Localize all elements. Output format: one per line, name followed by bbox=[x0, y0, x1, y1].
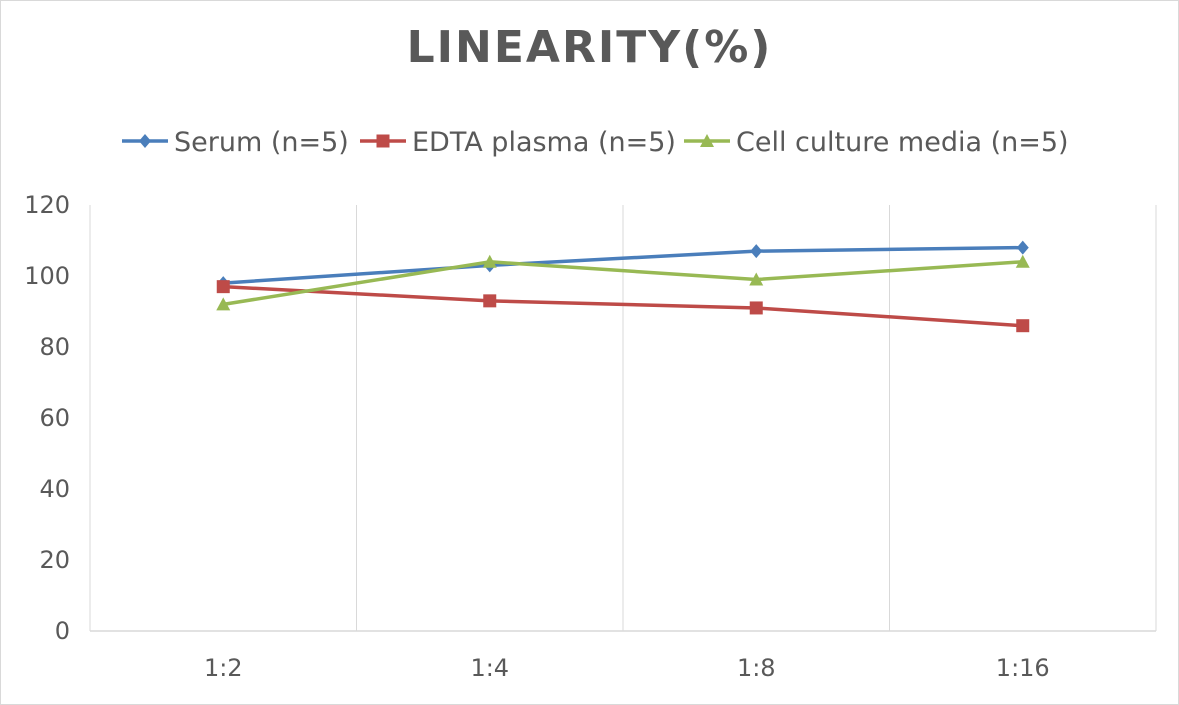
square-marker bbox=[749, 301, 763, 315]
x-tick-label: 1:4 bbox=[470, 654, 509, 682]
series-1 bbox=[216, 280, 1030, 333]
series-line bbox=[223, 245, 1023, 285]
square-marker bbox=[376, 134, 390, 148]
square-marker bbox=[483, 294, 497, 308]
legend-label: EDTA plasma (n=5) bbox=[412, 127, 676, 158]
triangle-marker bbox=[216, 297, 231, 311]
series-line bbox=[223, 284, 1023, 328]
legend-item: Cell culture media (n=5) bbox=[684, 127, 1069, 158]
x-tick-label: 1:8 bbox=[737, 654, 776, 682]
triangle-marker bbox=[749, 272, 764, 286]
triangle-marker bbox=[700, 134, 714, 147]
chart-title: LINEARITY(%) bbox=[406, 22, 773, 73]
legend-item: Serum (n=5) bbox=[122, 127, 349, 158]
y-tick-label: 20 bbox=[39, 546, 70, 574]
y-tick-label: 80 bbox=[39, 333, 70, 361]
legend-label: Serum (n=5) bbox=[174, 127, 349, 158]
series-2 bbox=[216, 254, 1030, 311]
square-marker bbox=[1016, 319, 1030, 333]
diamond-marker bbox=[139, 134, 151, 148]
y-tick-label: 0 bbox=[55, 617, 70, 645]
triangle-marker bbox=[482, 254, 497, 268]
legend-label: Cell culture media (n=5) bbox=[736, 127, 1069, 158]
y-tick-label: 100 bbox=[24, 262, 70, 290]
y-tick-label: 40 bbox=[39, 475, 70, 503]
y-tick-label: 120 bbox=[24, 191, 70, 219]
y-tick-label: 60 bbox=[39, 404, 70, 432]
diamond-marker bbox=[1016, 240, 1029, 255]
triangle-marker bbox=[1015, 254, 1030, 268]
diamond-marker bbox=[750, 244, 763, 259]
legend-item: EDTA plasma (n=5) bbox=[360, 127, 676, 158]
series-line bbox=[222, 260, 1023, 307]
x-tick-label: 1:2 bbox=[204, 654, 243, 682]
square-marker bbox=[216, 280, 230, 294]
x-tick-label: 1:16 bbox=[996, 654, 1050, 682]
